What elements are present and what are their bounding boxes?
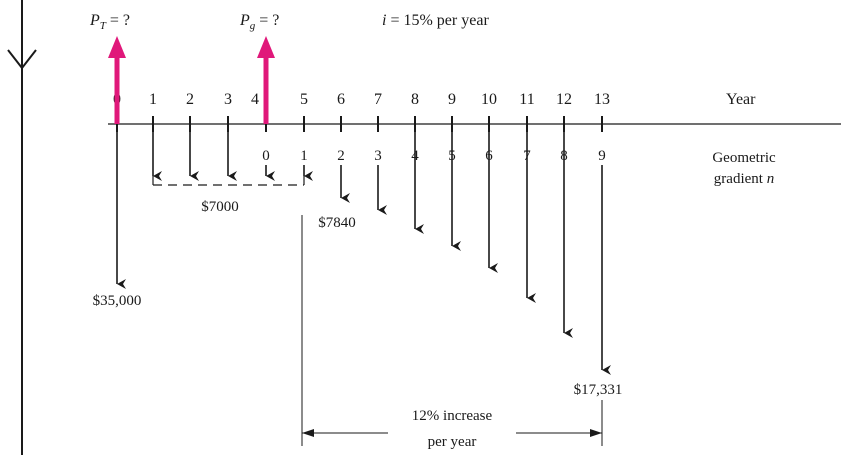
- chevron-down-icon: [7, 49, 37, 70]
- year-tick-label: 12: [556, 91, 572, 108]
- gradient-n-labels: 0123456789: [262, 148, 606, 164]
- year-tick-label: 3: [224, 91, 232, 108]
- pt-arrow: [108, 36, 126, 124]
- initial-cost-label: $35,000: [93, 293, 142, 309]
- increase-label-line2: per year: [428, 434, 477, 450]
- year-tick-label: 5: [300, 91, 308, 108]
- gradient-label-line1: Geometric: [712, 150, 776, 166]
- gradient-n-label: 0: [262, 148, 270, 164]
- gradient-start-label: $7840: [318, 215, 356, 231]
- year-tick-label: 1: [149, 91, 157, 108]
- gradient-label-line2: gradient n: [714, 171, 774, 187]
- year-tick-label: 9: [448, 91, 456, 108]
- timeline-ticks: [116, 116, 603, 132]
- year-tick-label: 6: [337, 91, 345, 108]
- year-tick-label: 11: [519, 91, 534, 108]
- uniform-amount-label: $7000: [201, 199, 239, 215]
- year-labels: 012345678910111213: [113, 91, 610, 108]
- year-tick-label: 13: [594, 91, 610, 108]
- gradient-n-label: 2: [337, 148, 345, 164]
- year-tick-label: 10: [481, 91, 497, 108]
- gradient-end-label: $17,331: [574, 382, 623, 398]
- increase-label-line1: 12% increase: [412, 408, 493, 424]
- year-axis-label: Year: [726, 91, 756, 108]
- pg-label: Pg = ?: [239, 12, 279, 32]
- pt-label: PT = ?: [89, 12, 130, 32]
- year-tick-label: 8: [411, 91, 419, 108]
- year-tick-label: 2: [186, 91, 194, 108]
- gradient-n-label: 3: [374, 148, 382, 164]
- gradient-n-label: 1: [300, 148, 308, 164]
- cash-outflow-arrows: [116, 130, 611, 375]
- year-tick-label: 4: [251, 91, 259, 108]
- interest-rate-label: i = 15% per year: [382, 12, 489, 29]
- pg-arrow: [257, 36, 275, 124]
- year-tick-label: 7: [374, 91, 382, 108]
- gradient-n-label: 9: [598, 148, 606, 164]
